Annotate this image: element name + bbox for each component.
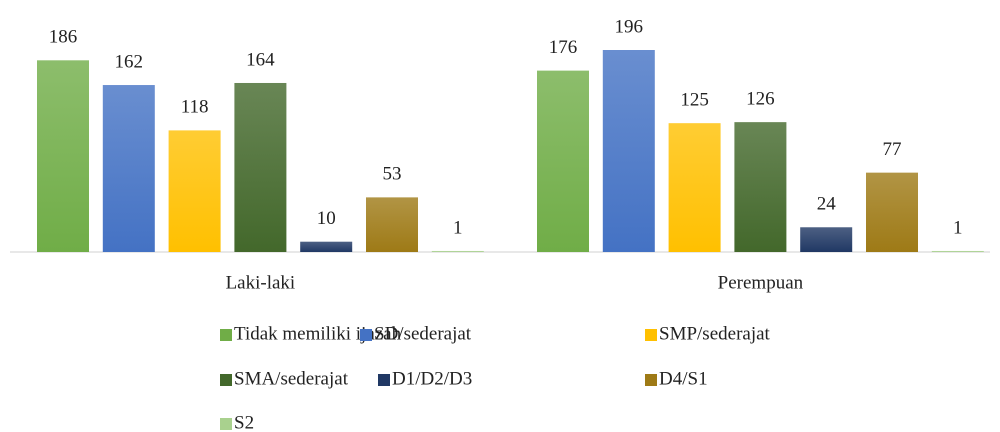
legend-label: Tidak memiliki ijazah: [234, 323, 402, 344]
x-tick-label: Perempuan: [718, 272, 804, 293]
data-label: 125: [680, 90, 709, 111]
legend-swatch: [645, 374, 657, 386]
bar: [102, 85, 155, 252]
legend-swatch: [220, 329, 232, 341]
data-label: 162: [115, 51, 144, 72]
data-label: 24: [817, 194, 837, 215]
x-tick-label: Laki-laki: [226, 272, 296, 293]
data-label: 10: [317, 208, 336, 229]
legend-label: SMA/sederajat: [234, 368, 349, 389]
legend-label: SMP/sederajat: [659, 323, 771, 344]
bar: [668, 123, 721, 253]
legend-label: D1/D2/D3: [392, 368, 472, 389]
legend-swatch: [360, 329, 372, 341]
data-label: 1: [953, 217, 963, 238]
legend-swatch: [220, 418, 232, 430]
data-label: 186: [49, 27, 78, 48]
data-label: 196: [615, 16, 644, 37]
data-label: 53: [383, 164, 402, 185]
bar: [931, 250, 984, 252]
data-label: 118: [181, 97, 209, 118]
bar: [37, 60, 89, 252]
bar: [800, 227, 853, 252]
legend-label: D4/S1: [659, 368, 708, 389]
data-label: 176: [549, 37, 578, 58]
data-label: 1: [453, 217, 463, 238]
bar: [866, 172, 918, 252]
bar: [300, 241, 353, 252]
bar: [234, 82, 287, 253]
bar: [431, 250, 484, 252]
legend-swatch: [220, 374, 232, 386]
bar: [602, 50, 655, 252]
legend-label: SD/sederajat: [374, 323, 472, 344]
bar: [734, 122, 787, 253]
bar: [168, 130, 221, 252]
data-label: 77: [883, 139, 902, 160]
bar: [366, 197, 418, 252]
legend-swatch: [645, 329, 657, 341]
legend-label: S2: [234, 412, 254, 432]
bar: [537, 70, 589, 252]
data-label: 126: [746, 89, 775, 110]
data-label: 164: [246, 49, 275, 70]
legend-swatch: [378, 374, 390, 386]
